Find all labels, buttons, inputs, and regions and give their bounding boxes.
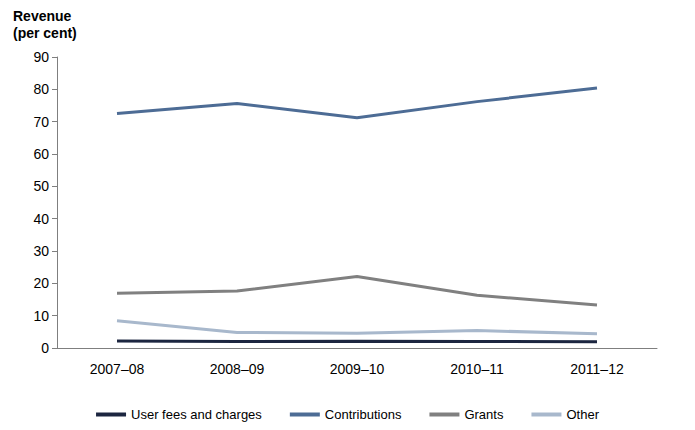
svg-text:40: 40	[33, 211, 49, 227]
svg-text:Grants: Grants	[464, 407, 504, 422]
svg-text:90: 90	[33, 49, 49, 65]
svg-text:70: 70	[33, 114, 49, 130]
svg-text:80: 80	[33, 81, 49, 97]
svg-text:Other: Other	[566, 407, 599, 422]
svg-text:50: 50	[33, 178, 49, 194]
svg-text:2010–11: 2010–11	[450, 361, 504, 377]
svg-text:2011–12: 2011–12	[570, 361, 624, 377]
svg-text:User fees and charges: User fees and charges	[131, 407, 262, 422]
svg-text:0: 0	[41, 340, 49, 356]
svg-text:10: 10	[33, 308, 49, 324]
svg-text:60: 60	[33, 146, 49, 162]
svg-text:30: 30	[33, 243, 49, 259]
svg-text:2008–09: 2008–09	[210, 361, 265, 377]
svg-text:2007–08: 2007–08	[90, 361, 145, 377]
svg-text:(per cent): (per cent)	[13, 25, 77, 41]
svg-text:2009–10: 2009–10	[330, 361, 385, 377]
svg-text:Revenue: Revenue	[13, 8, 72, 24]
svg-text:Contributions: Contributions	[325, 407, 402, 422]
svg-text:20: 20	[33, 275, 49, 291]
